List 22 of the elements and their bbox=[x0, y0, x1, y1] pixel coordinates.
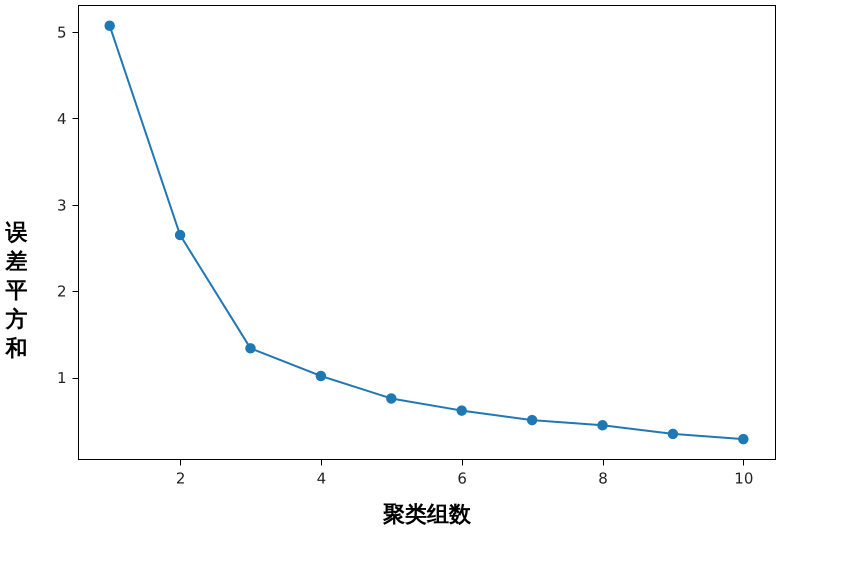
y-tick-label: 2 bbox=[56, 282, 66, 301]
y-tick-label: 1 bbox=[56, 369, 66, 388]
point bbox=[104, 20, 115, 31]
x-tick-label: 4 bbox=[316, 470, 326, 488]
x-tick-label: 6 bbox=[457, 470, 467, 488]
point bbox=[526, 414, 538, 426]
point bbox=[386, 393, 397, 404]
point bbox=[738, 434, 749, 444]
point bbox=[316, 370, 326, 382]
x-tick-label: 10 bbox=[734, 470, 754, 488]
x-tick-label: 2 bbox=[176, 470, 186, 488]
y-tick-label: 4 bbox=[56, 110, 66, 128]
point bbox=[174, 230, 186, 240]
point bbox=[245, 343, 256, 354]
point bbox=[668, 428, 678, 440]
x-axis-title: 聚类组数 bbox=[382, 502, 472, 528]
point bbox=[597, 420, 608, 431]
y-tick-label: 5 bbox=[56, 23, 66, 42]
point bbox=[456, 405, 467, 416]
x-tick-label: 8 bbox=[598, 470, 608, 488]
y-axis-title: 误差平方和 bbox=[4, 220, 28, 362]
y-tick-label: 3 bbox=[56, 196, 66, 214]
